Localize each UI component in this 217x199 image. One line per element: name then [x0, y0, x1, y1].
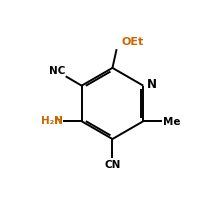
Text: H: H	[54, 116, 63, 126]
Text: OEt: OEt	[121, 37, 144, 47]
Text: H₂N: H₂N	[41, 116, 63, 126]
Text: N: N	[147, 78, 157, 91]
Text: NC: NC	[49, 66, 65, 76]
Text: Me: Me	[163, 117, 180, 127]
Text: CN: CN	[104, 160, 121, 170]
